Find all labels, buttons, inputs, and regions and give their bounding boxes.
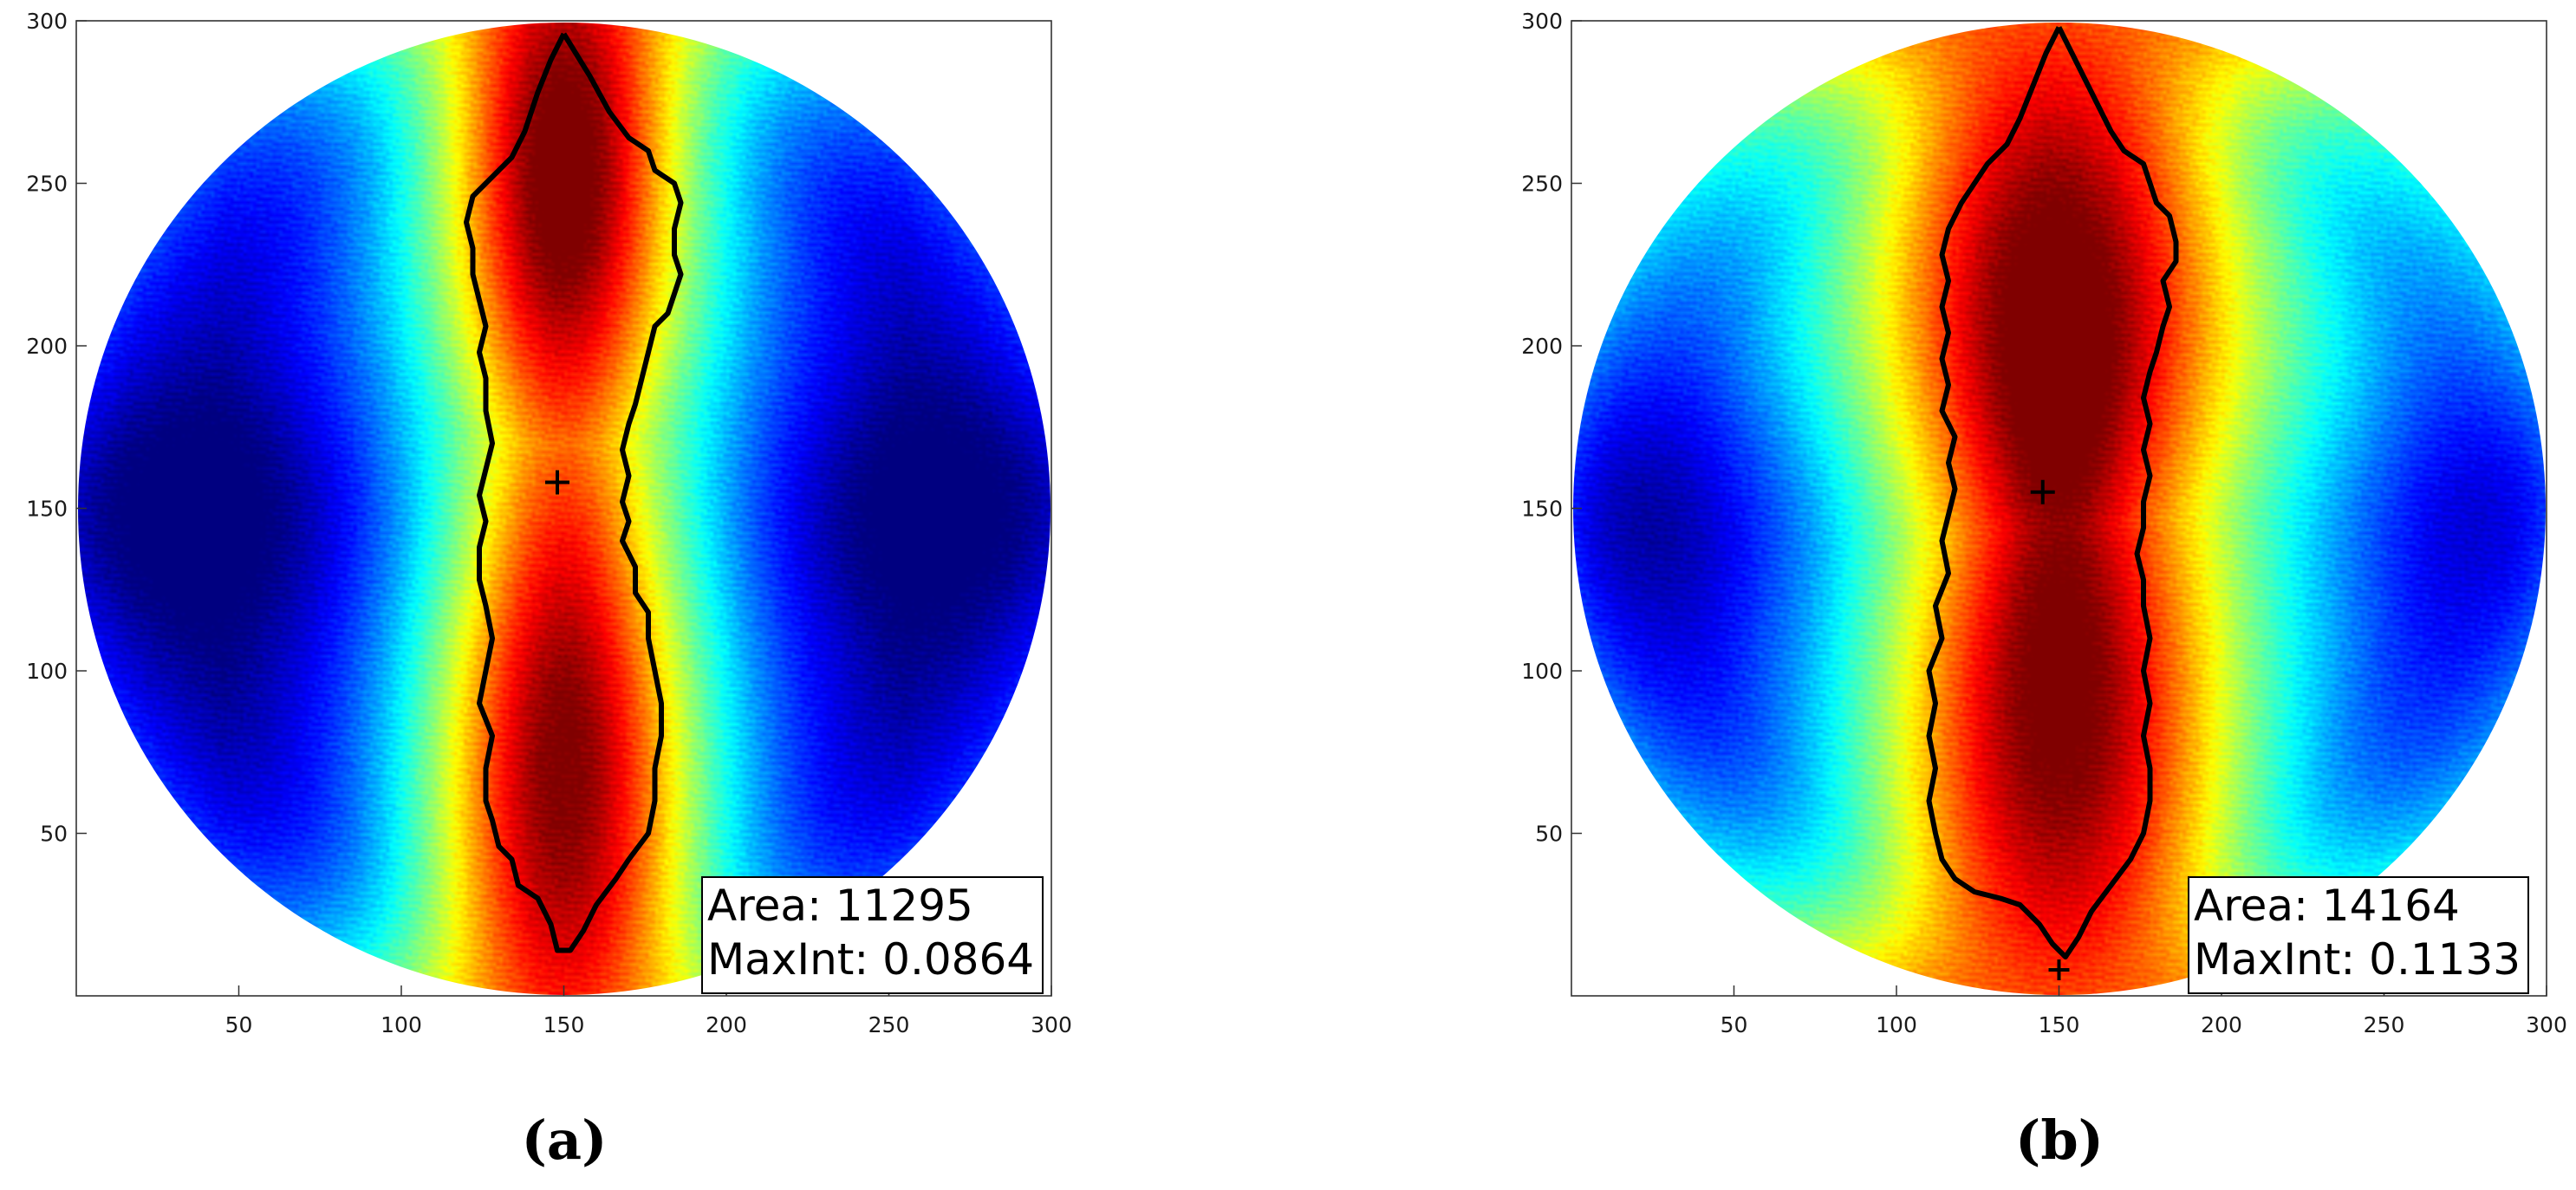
panel-caption: (a) <box>522 1109 608 1172</box>
stats-box: Area: 11295 MaxInt: 0.0864 <box>701 876 1044 994</box>
x-axis-ticks: 50 100 150 200 250 300 <box>1721 985 2567 1037</box>
y-tick-label: 50 <box>1535 822 1563 847</box>
x-axis-ticks: 50 100 150 200 250 300 <box>225 985 1072 1037</box>
y-tick-label: 300 <box>26 9 68 34</box>
x-tick-label: 300 <box>1031 1012 1072 1037</box>
centroid-marker <box>545 470 569 495</box>
x-tick-label: 200 <box>2201 1012 2242 1037</box>
y-tick-label: 300 <box>1521 9 1563 34</box>
y-tick-label: 50 <box>40 822 68 847</box>
x-tick-label: 200 <box>706 1012 747 1037</box>
y-tick-label: 100 <box>26 659 68 684</box>
heatmap-disk <box>1573 23 2546 995</box>
y-tick-label: 250 <box>1521 172 1563 197</box>
threshold-contour <box>464 32 684 953</box>
x-tick-label: 250 <box>2364 1012 2405 1037</box>
centroid-marker <box>2030 479 2055 504</box>
maxint-label: MaxInt: 0.1133 <box>2194 934 2521 985</box>
secondary-marker <box>2048 959 2070 980</box>
maxint-label: MaxInt: 0.0864 <box>707 934 1034 985</box>
x-tick-label: 100 <box>381 1012 422 1037</box>
x-tick-label: 50 <box>225 1012 253 1037</box>
area-label: Area: 11295 <box>707 881 973 931</box>
x-tick-label: 100 <box>1876 1012 1917 1037</box>
y-tick-label: 250 <box>26 172 68 197</box>
x-tick-label: 50 <box>1721 1012 1748 1037</box>
x-tick-label: 150 <box>2039 1012 2080 1037</box>
y-tick-label: 150 <box>1521 497 1563 522</box>
panel-caption: (b) <box>2015 1109 2104 1172</box>
x-tick-label: 150 <box>543 1012 585 1037</box>
x-tick-label: 300 <box>2526 1012 2567 1037</box>
area-label: Area: 14164 <box>2194 881 2460 931</box>
y-tick-label: 200 <box>26 334 68 359</box>
panel-a: 50 100 150 200 250 300 50 100 150 200 250 300 Area… <box>26 9 1072 1172</box>
y-axis-ticks: 50 100 150 200 250 300 <box>1521 9 1582 847</box>
y-axis-ticks: 50 100 150 200 250 300 <box>26 9 87 847</box>
heatmap-disk <box>78 23 1051 995</box>
x-tick-label: 250 <box>868 1012 910 1037</box>
stats-box: Area: 14164 MaxInt: 0.1133 <box>2188 876 2529 994</box>
threshold-contour <box>1926 26 2179 959</box>
y-tick-label: 100 <box>1521 659 1563 684</box>
y-tick-label: 150 <box>26 497 68 522</box>
y-tick-label: 200 <box>1521 334 1563 359</box>
panel-b: 50 100 150 200 250 300 50 100 150 200 250 300 Area… <box>1521 9 2567 1172</box>
